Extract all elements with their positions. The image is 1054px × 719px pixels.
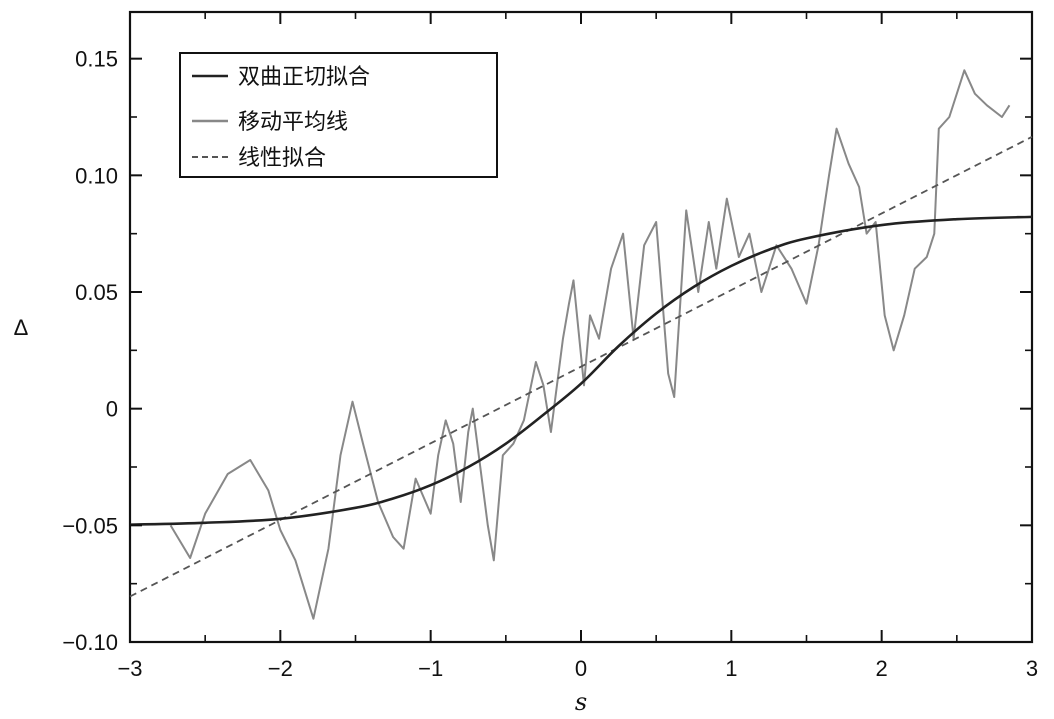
x-tick-label: −1 xyxy=(418,656,443,681)
series-layer xyxy=(129,69,1033,620)
x-tick-label: 0 xyxy=(575,656,587,681)
series-line-tanh-fit xyxy=(129,215,1033,526)
legend: 双曲正切拟合 移动平均线 线性拟合 xyxy=(179,52,498,178)
y-tick-label: 0.15 xyxy=(75,47,118,72)
x-tick-label: 3 xyxy=(1026,656,1038,681)
y-tick-label: −0.10 xyxy=(62,630,118,655)
legend-label-moving-average: 移动平均线 xyxy=(238,110,348,135)
y-tick-label: 0.10 xyxy=(75,163,118,188)
legend-label-linear-fit: 线性拟合 xyxy=(238,146,326,171)
y-tick-label: 0 xyxy=(106,397,118,422)
ticks-layer: −3 −2 −1 0 1 2 3 −0.10 −0.05 0 0.05 0.10 0.15 xyxy=(62,12,1038,681)
series-line-moving-average xyxy=(169,69,1011,620)
x-tick-label: −3 xyxy=(117,656,142,681)
legend-label-tanh-fit: 双曲正切拟合 xyxy=(238,65,370,90)
x-axis-label: s xyxy=(575,688,587,716)
x-tick-label: 2 xyxy=(876,656,888,681)
legend-box xyxy=(179,52,498,178)
y-axis-label: Δ xyxy=(14,315,29,340)
y-tick-label: 0.05 xyxy=(75,280,118,305)
x-tick-label: 1 xyxy=(725,656,737,681)
y-tick-label: −0.05 xyxy=(62,513,118,538)
x-tick-label: −2 xyxy=(268,656,293,681)
